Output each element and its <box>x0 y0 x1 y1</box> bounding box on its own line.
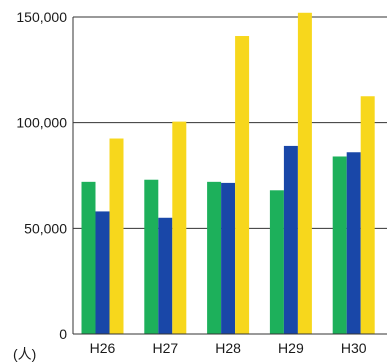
bar-H29-1 <box>269 190 284 334</box>
x-tick-label: H29 <box>278 340 304 356</box>
x-tick-label: H30 <box>341 340 367 356</box>
tick-labels: 150,000 100,000 50,000 0 H26 H27 H28 H29 H30 <box>16 9 366 356</box>
bar-H27-1 <box>144 179 159 334</box>
bar-H26-2 <box>95 211 110 334</box>
bar-H30-2 <box>346 152 361 334</box>
x-tick-label: H27 <box>152 340 178 356</box>
bar-H30-1 <box>332 156 347 334</box>
bar-H28-3 <box>235 36 250 335</box>
bar-H27-3 <box>172 121 187 334</box>
y-tick-label: 0 <box>59 326 67 342</box>
bar-H27-2 <box>158 217 173 334</box>
bar-H28-2 <box>221 182 236 334</box>
y-axis-unit-label: (人) <box>13 346 36 362</box>
bars <box>81 12 375 335</box>
bar-H29-2 <box>283 145 298 334</box>
bar-H30-3 <box>360 96 375 334</box>
bar-H26-1 <box>81 181 96 334</box>
y-tick-label: 50,000 <box>24 220 67 236</box>
y-tick-label: 100,000 <box>16 115 67 131</box>
axes <box>72 17 387 335</box>
x-tick-label: H28 <box>215 340 241 356</box>
y-tick-label: 150,000 <box>16 9 67 25</box>
bar-H29-3 <box>297 12 312 334</box>
x-tick-label: H26 <box>90 340 116 356</box>
bar-H28-1 <box>207 181 222 334</box>
bar-H26-3 <box>109 138 124 334</box>
